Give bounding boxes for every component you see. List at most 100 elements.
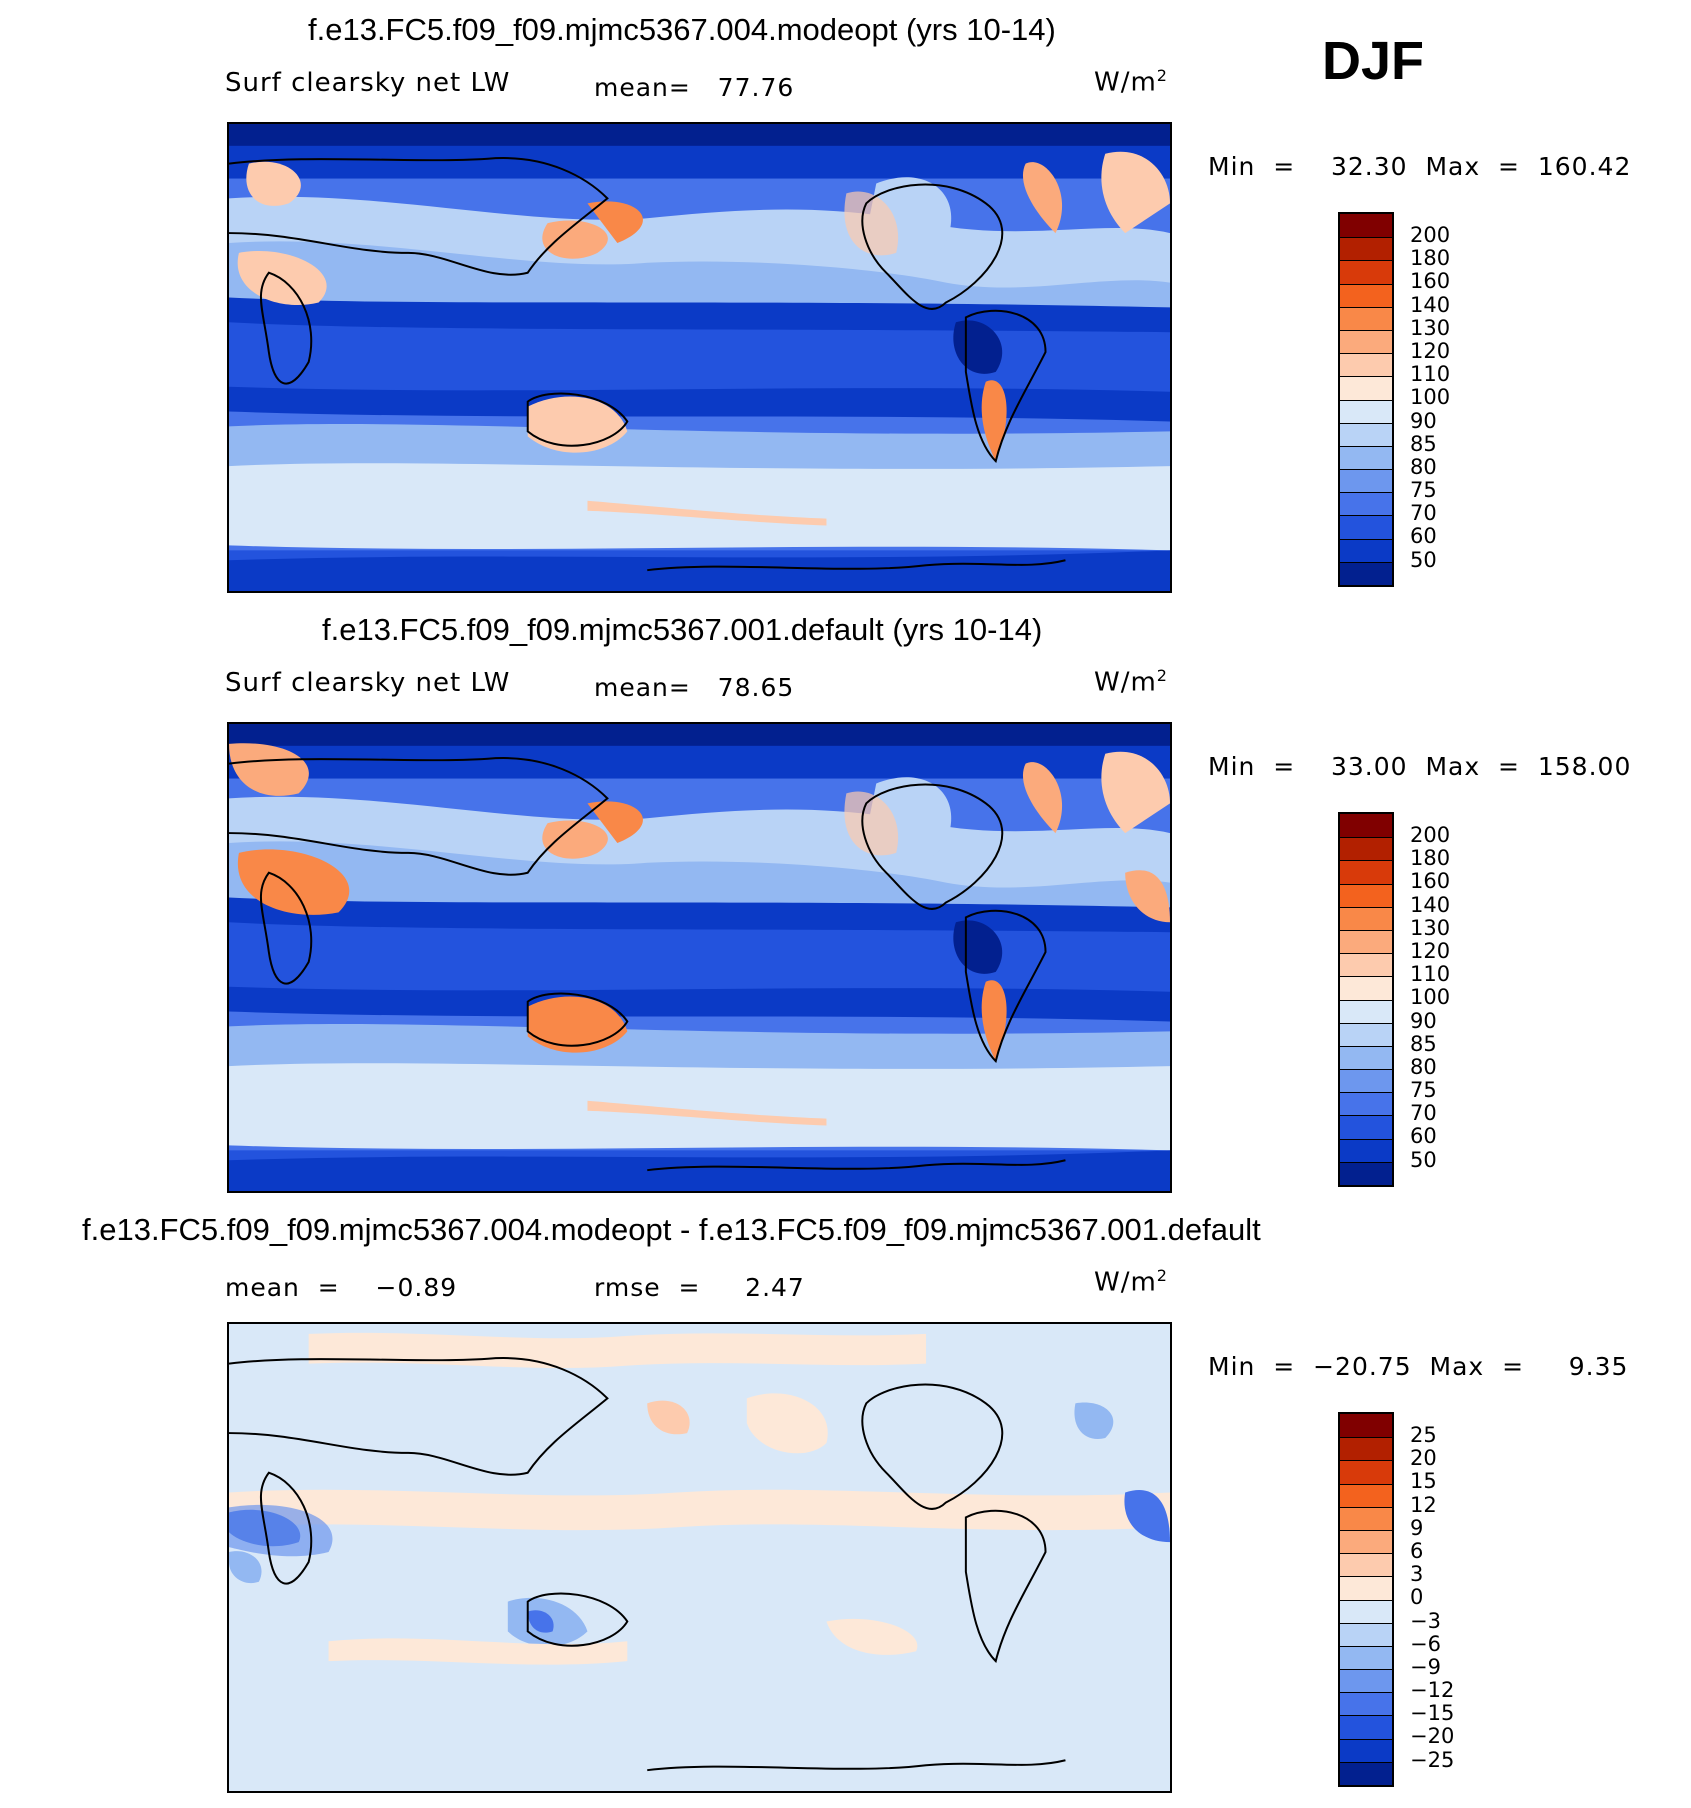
panel-1-mean: mean= 77.76 [594,73,795,102]
colorbar-tick-label: 80 [1410,1054,1437,1079]
colorbar-tick-label: 140 [1410,292,1451,317]
colorbar-tick-label: 110 [1410,962,1451,987]
colorbar-swatch [1340,329,1392,354]
colorbar-tick-label: 75 [1410,1078,1437,1103]
panel-1-colorbar-labels: 200 180 160 140 130 120 110 100 90 85 80 75 70 60 50 [1410,223,1451,572]
panel-3-units-base: W/m [1094,1267,1157,1298]
colorbar-tick-label: 60 [1410,1124,1437,1149]
panel-3-units: W/m2 [1094,1266,1168,1298]
colorbar-tick-label: 100 [1410,985,1451,1010]
colorbar-tick-label: 160 [1410,869,1451,894]
colorbar-tick-label: −20 [1410,1724,1455,1749]
colorbar-tick-label: 90 [1410,408,1437,433]
colorbar-swatch [1340,1460,1392,1484]
colorbar-tick-label: 9 [1410,1515,1424,1540]
colorbar-tick-label: 25 [1410,1423,1437,1447]
colorbar-swatch [1340,1692,1392,1716]
colorbar-swatch [1340,260,1392,284]
colorbar-tick-label: 180 [1410,846,1451,871]
colorbar-swatch [1340,1414,1392,1438]
colorbar-tick-label: 120 [1410,938,1451,963]
colorbar-tick-label: 180 [1410,246,1451,271]
colorbar-tick-label: 75 [1410,478,1437,503]
colorbar-tick-label: 100 [1410,385,1451,410]
colorbar-tick-label: 12 [1410,1492,1437,1517]
colorbar-tick-label: −6 [1410,1631,1441,1656]
colorbar-swatch [1340,306,1392,330]
panel-1-variable: Surf clearsky net LW [225,68,511,98]
colorbar-swatch [1340,1115,1392,1139]
colorbar-swatch [1340,1645,1392,1670]
colorbar-swatch [1340,538,1392,562]
panel-1-map [227,122,1172,593]
colorbar-tick-label: 200 [1410,223,1451,247]
colorbar-swatch [1340,860,1392,884]
colorbar-swatch [1340,837,1392,861]
colorbar-tick-label: 85 [1410,1031,1437,1056]
panel-3-title: f.e13.FC5.f09_f09.mjmc5367.004.modeopt -… [82,1212,1261,1247]
panel-3-minmax: Min = −20.75 Max = 9.35 [1208,1352,1629,1381]
panel-3-rmse: rmse = 2.47 [594,1273,805,1302]
colorbar-tick-label: 110 [1410,362,1451,387]
panel-2-title: f.e13.FC5.f09_f09.mjmc5367.001.default (… [322,612,1043,647]
colorbar-swatch [1340,1138,1392,1162]
colorbar-tick-label: 6 [1410,1538,1424,1563]
colorbar-tick-label: 20 [1410,1446,1437,1471]
colorbar-swatch [1340,515,1392,539]
colorbar-tick-label: −9 [1410,1654,1441,1679]
colorbar-tick-label: 15 [1410,1469,1437,1494]
panel-3-units-exp: 2 [1156,1266,1168,1285]
colorbar-swatch [1340,999,1392,1023]
panel-1-units-exp: 2 [1156,66,1168,85]
colorbar-swatch [1340,976,1392,1000]
colorbar-swatch [1340,237,1392,261]
colorbar-swatch [1340,1092,1392,1116]
colorbar-tick-label: 50 [1410,547,1437,572]
colorbar-swatch [1340,906,1392,930]
colorbar-swatch [1340,1576,1392,1600]
colorbar-tick-label: 140 [1410,892,1451,917]
colorbar-swatch [1340,353,1392,377]
colorbar-swatch [1340,883,1392,907]
colorbar-swatch [1340,1069,1392,1093]
panel-2-units-exp: 2 [1156,666,1168,685]
panel-3-mean: mean = −0.89 [225,1273,458,1302]
colorbar-tick-label: −3 [1410,1608,1441,1633]
colorbar-swatch [1340,1622,1392,1646]
colorbar-swatch [1340,1599,1392,1623]
colorbar-swatch [1340,1669,1392,1693]
panel-3-map [227,1322,1172,1793]
colorbar-swatch [1340,929,1392,954]
colorbar-swatch [1340,492,1392,516]
panel-1-units-base: W/m [1094,67,1157,98]
colorbar-tick-label: 0 [1410,1585,1424,1610]
colorbar-swatch [1340,445,1392,470]
colorbar-swatch [1340,422,1392,446]
colorbar-swatch [1340,814,1392,838]
panel-2-colorbar-labels: 200 180 160 140 130 120 110 100 90 85 80 75 70 60 50 [1410,823,1451,1172]
panel-1-units: W/m2 [1094,66,1168,98]
panel-2-colorbar [1338,812,1394,1187]
panel-3-colorbar [1338,1412,1394,1787]
colorbar-swatch [1340,1045,1392,1070]
colorbar-swatch [1340,1553,1392,1577]
colorbar-swatch [1340,469,1392,493]
panel-1-colorbar [1338,212,1394,587]
colorbar-swatch [1340,1161,1392,1185]
colorbar-tick-label: 130 [1410,915,1451,940]
colorbar-swatch [1340,1738,1392,1762]
colorbar-tick-label: 50 [1410,1147,1437,1172]
panel-2-map [227,722,1172,1193]
panel-2-mean: mean= 78.65 [594,673,795,702]
colorbar-swatch [1340,1483,1392,1507]
colorbar-swatch [1340,1529,1392,1554]
panel-1-title: f.e13.FC5.f09_f09.mjmc5367.004.modeopt (… [308,12,1056,47]
colorbar-swatch [1340,561,1392,585]
colorbar-swatch [1340,283,1392,307]
colorbar-swatch [1340,1506,1392,1530]
panel-2-units: W/m2 [1094,666,1168,698]
colorbar-tick-label: −12 [1410,1678,1455,1703]
colorbar-tick-label: 120 [1410,338,1451,363]
panel-1-minmax: Min = 32.30 Max = 160.42 [1208,152,1632,181]
colorbar-swatch [1340,1761,1392,1785]
